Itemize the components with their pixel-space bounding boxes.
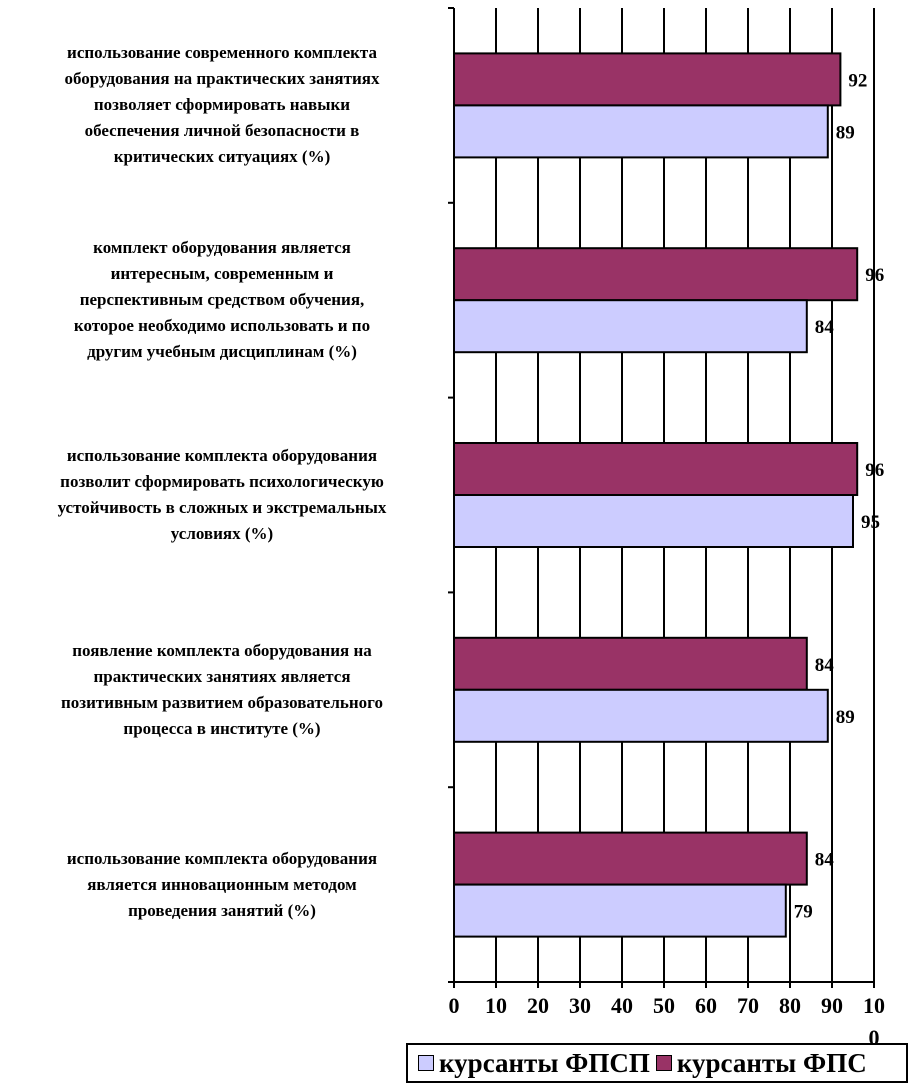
category-label-line: критических ситуациях (%) — [113, 147, 331, 167]
bar-fpsp — [453, 494, 854, 548]
bar-fpsp — [453, 883, 787, 938]
category-label: использование комплекта оборудования явля… — [4, 846, 440, 924]
category-label-line: обеспечения личной безопасности в — [84, 121, 360, 141]
category-label-line: использование современного комплекта — [67, 43, 377, 63]
category-label-line: перспективным средством обучения, — [79, 290, 365, 310]
category-label: комплект оборудования является интересным… — [4, 235, 440, 365]
legend-label-fps: курсанты ФПС — [676, 1047, 867, 1078]
data-label-fpsp: 95 — [861, 512, 880, 533]
category-label-line: процесса в институте (%) — [123, 718, 321, 738]
legend-swatch-fps — [655, 1055, 672, 1071]
bar-fpsp — [453, 299, 808, 354]
data-label-fpsp: 89 — [836, 122, 855, 143]
x-tick-label: 0 — [449, 993, 460, 1018]
x-tick-label: 90 — [821, 993, 843, 1018]
bar-fps — [453, 636, 808, 691]
x-tick-label: 40 — [611, 993, 633, 1018]
bar-fpsp — [453, 104, 829, 159]
legend-item-fpsp: курсанты ФПСП — [418, 1048, 650, 1079]
legend-item-fps: курсанты ФПС — [655, 1047, 867, 1079]
category-label-line: позитивным развитием образовательного — [61, 692, 383, 712]
category-label-line: устойчивость в сложных и экстремальных — [57, 498, 387, 517]
data-label-fpsp: 84 — [815, 317, 835, 338]
category-label-line: использование комплекта оборудования — [66, 848, 378, 868]
category-label-line: интересным, современным и — [110, 264, 334, 284]
category-label: использование комплекта оборудования позв… — [4, 443, 440, 547]
x-tick-label: 70 — [737, 993, 759, 1018]
data-label-fps: 96 — [865, 265, 884, 286]
category-label-line: другим учебным дисциплинам (%) — [87, 342, 357, 362]
category-label-line: проведения занятий (%) — [128, 900, 316, 920]
category-label-line: условиях (%) — [170, 524, 274, 543]
category-label: появление комплекта оборудования на практ… — [4, 638, 440, 742]
x-tick-label: 10 — [485, 993, 507, 1018]
category-label-line: является инновационным методом — [87, 874, 357, 894]
x-tick-label: 30 — [569, 993, 591, 1018]
bar-fps — [453, 831, 808, 886]
legend: курсанты ФПСП курсанты ФПС — [406, 1043, 908, 1083]
category-label-line: появление комплекта оборудования на — [72, 640, 372, 660]
data-label-fps: 96 — [865, 460, 884, 481]
category-label-line: позволяет сформировать навыки — [93, 95, 351, 115]
x-tick-label: 80 — [779, 993, 801, 1018]
legend-swatch-fpsp — [418, 1055, 434, 1071]
data-label-fps: 84 — [815, 850, 835, 871]
data-label-fpsp: 89 — [836, 707, 855, 728]
data-label-fps: 92 — [848, 70, 867, 91]
category-label-line: практических занятиях является — [93, 666, 351, 686]
x-tick-label: 10 — [863, 993, 885, 1018]
data-label-fpsp: 79 — [794, 902, 813, 923]
x-tick-label: 20 — [527, 993, 549, 1018]
x-tick-label: 50 — [653, 993, 675, 1018]
x-tick-label: 60 — [695, 993, 717, 1018]
x-tick-label-wrap: 0 — [869, 1025, 880, 1050]
category-label-line: комплект оборудования является — [93, 238, 351, 258]
bar-fpsp — [453, 688, 829, 743]
category-label-line: которое необходимо использовать и по — [73, 316, 371, 336]
data-label-fps: 84 — [815, 655, 835, 676]
bar-fps — [453, 52, 842, 107]
category-label-line: оборудования на практических занятиях — [64, 69, 380, 89]
category-label: использование современного комплекта обор… — [4, 40, 440, 170]
bar-fps — [453, 247, 859, 302]
legend-label-fpsp: курсанты ФПСП — [439, 1047, 650, 1078]
category-label-line: позволит сформировать психологическую — [60, 472, 384, 491]
bar-fps — [453, 442, 859, 496]
category-label-line: использование комплекта оборудования — [66, 446, 378, 465]
